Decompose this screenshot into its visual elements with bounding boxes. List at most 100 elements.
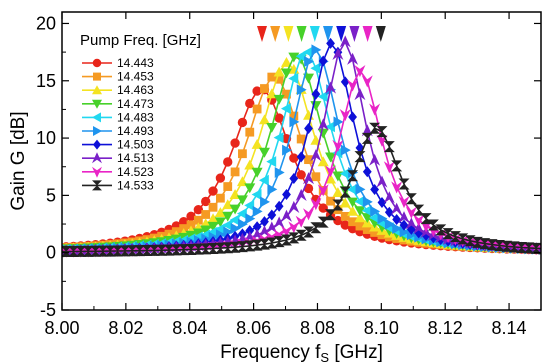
data-point: [207, 243, 219, 255]
data-point: [273, 236, 285, 248]
data-point: [288, 200, 300, 214]
data-point: [355, 221, 365, 231]
data-point: [230, 138, 240, 148]
y-tick-label: 10: [36, 128, 56, 148]
data-point: [258, 114, 270, 125]
data-point: [222, 242, 234, 254]
legend-swatch-marker: [93, 139, 101, 150]
data-point: [266, 237, 278, 249]
data-point: [413, 222, 425, 235]
data-point: [186, 220, 196, 230]
data-point: [274, 74, 284, 84]
legend-swatch-marker: [92, 99, 102, 109]
data-point: [340, 220, 350, 230]
data-point: [82, 245, 94, 257]
data-point: [214, 217, 226, 228]
legend-label: 14.513: [117, 151, 154, 165]
data-point: [486, 239, 498, 251]
data-point: [280, 225, 292, 238]
data-point: [207, 213, 219, 224]
data-point: [280, 209, 292, 222]
x-axis-title-sub: S: [320, 350, 329, 364]
data-point: [340, 211, 350, 221]
data-point: [186, 211, 196, 222]
data-point: [361, 75, 373, 88]
data-point: [230, 223, 241, 235]
data-point: [273, 216, 285, 229]
data-point: [326, 37, 335, 49]
legend-swatch-marker: [92, 180, 102, 191]
data-point: [67, 245, 79, 257]
data-point: [193, 205, 204, 215]
data-point: [274, 113, 284, 123]
data-point: [355, 183, 366, 195]
data-point: [442, 228, 454, 240]
x-tick-label: 8.04: [172, 318, 207, 338]
data-point: [245, 98, 255, 109]
data-point: [282, 89, 291, 99]
data-point: [244, 183, 256, 194]
data-point: [252, 221, 262, 233]
data-point: [303, 183, 314, 194]
data-point: [413, 204, 425, 216]
series-layer: [62, 35, 541, 258]
data-point: [347, 197, 359, 208]
data-point: [178, 244, 190, 256]
x-axis-title: Frequency fS [GHz]: [220, 342, 383, 364]
data-point: [201, 210, 211, 219]
data-point: [178, 216, 189, 227]
data-point: [377, 197, 387, 209]
data-point: [317, 128, 329, 139]
data-point: [170, 244, 182, 256]
pump-arrow: [257, 26, 267, 42]
data-point: [90, 245, 102, 257]
data-point: [289, 116, 300, 128]
data-point: [141, 245, 153, 257]
data-point: [370, 228, 380, 237]
pump-arrow: [349, 26, 360, 42]
data-point: [339, 197, 351, 208]
pump-arrow: [270, 26, 281, 42]
pump-arrow: [296, 26, 307, 42]
data-point: [245, 213, 256, 225]
data-point: [200, 243, 212, 255]
legend-swatch-marker: [93, 126, 102, 136]
x-tick-label: 8.02: [108, 318, 143, 338]
data-point: [207, 226, 218, 238]
data-point: [252, 86, 262, 96]
data-point: [201, 196, 211, 207]
data-point: [398, 211, 410, 224]
axis-ticks: 8.00 8.02 8.04 8.06 8.08 8.10 8.12 8.14 -5 0 5 10 15…: [36, 12, 542, 338]
data-point: [311, 88, 321, 100]
data-point: [325, 81, 337, 94]
data-point: [260, 216, 269, 228]
legend-label: 14.523: [117, 165, 154, 179]
legend-label: 14.463: [117, 83, 154, 97]
data-point: [156, 244, 168, 256]
data-point: [347, 224, 358, 234]
data-point: [296, 170, 306, 180]
data-point: [317, 91, 328, 103]
x-tick-label: 8.10: [364, 318, 399, 338]
data-point: [192, 243, 204, 255]
data-point: [354, 65, 366, 78]
pump-arrows: [257, 26, 386, 42]
data-point: [245, 127, 255, 137]
data-point: [260, 196, 270, 208]
data-point: [258, 174, 269, 186]
data-point: [215, 173, 226, 183]
data-point: [208, 186, 218, 196]
data-point: [214, 207, 226, 217]
data-point: [193, 215, 203, 225]
data-point: [289, 173, 299, 185]
data-point: [258, 225, 270, 238]
data-point: [289, 153, 299, 163]
data-point: [104, 245, 116, 257]
data-point: [325, 173, 337, 184]
data-point: [148, 244, 160, 256]
data-point: [310, 62, 321, 74]
data-point: [362, 225, 372, 234]
y-tick-label: 0: [46, 243, 56, 263]
data-point: [383, 191, 395, 204]
data-point: [288, 221, 300, 234]
